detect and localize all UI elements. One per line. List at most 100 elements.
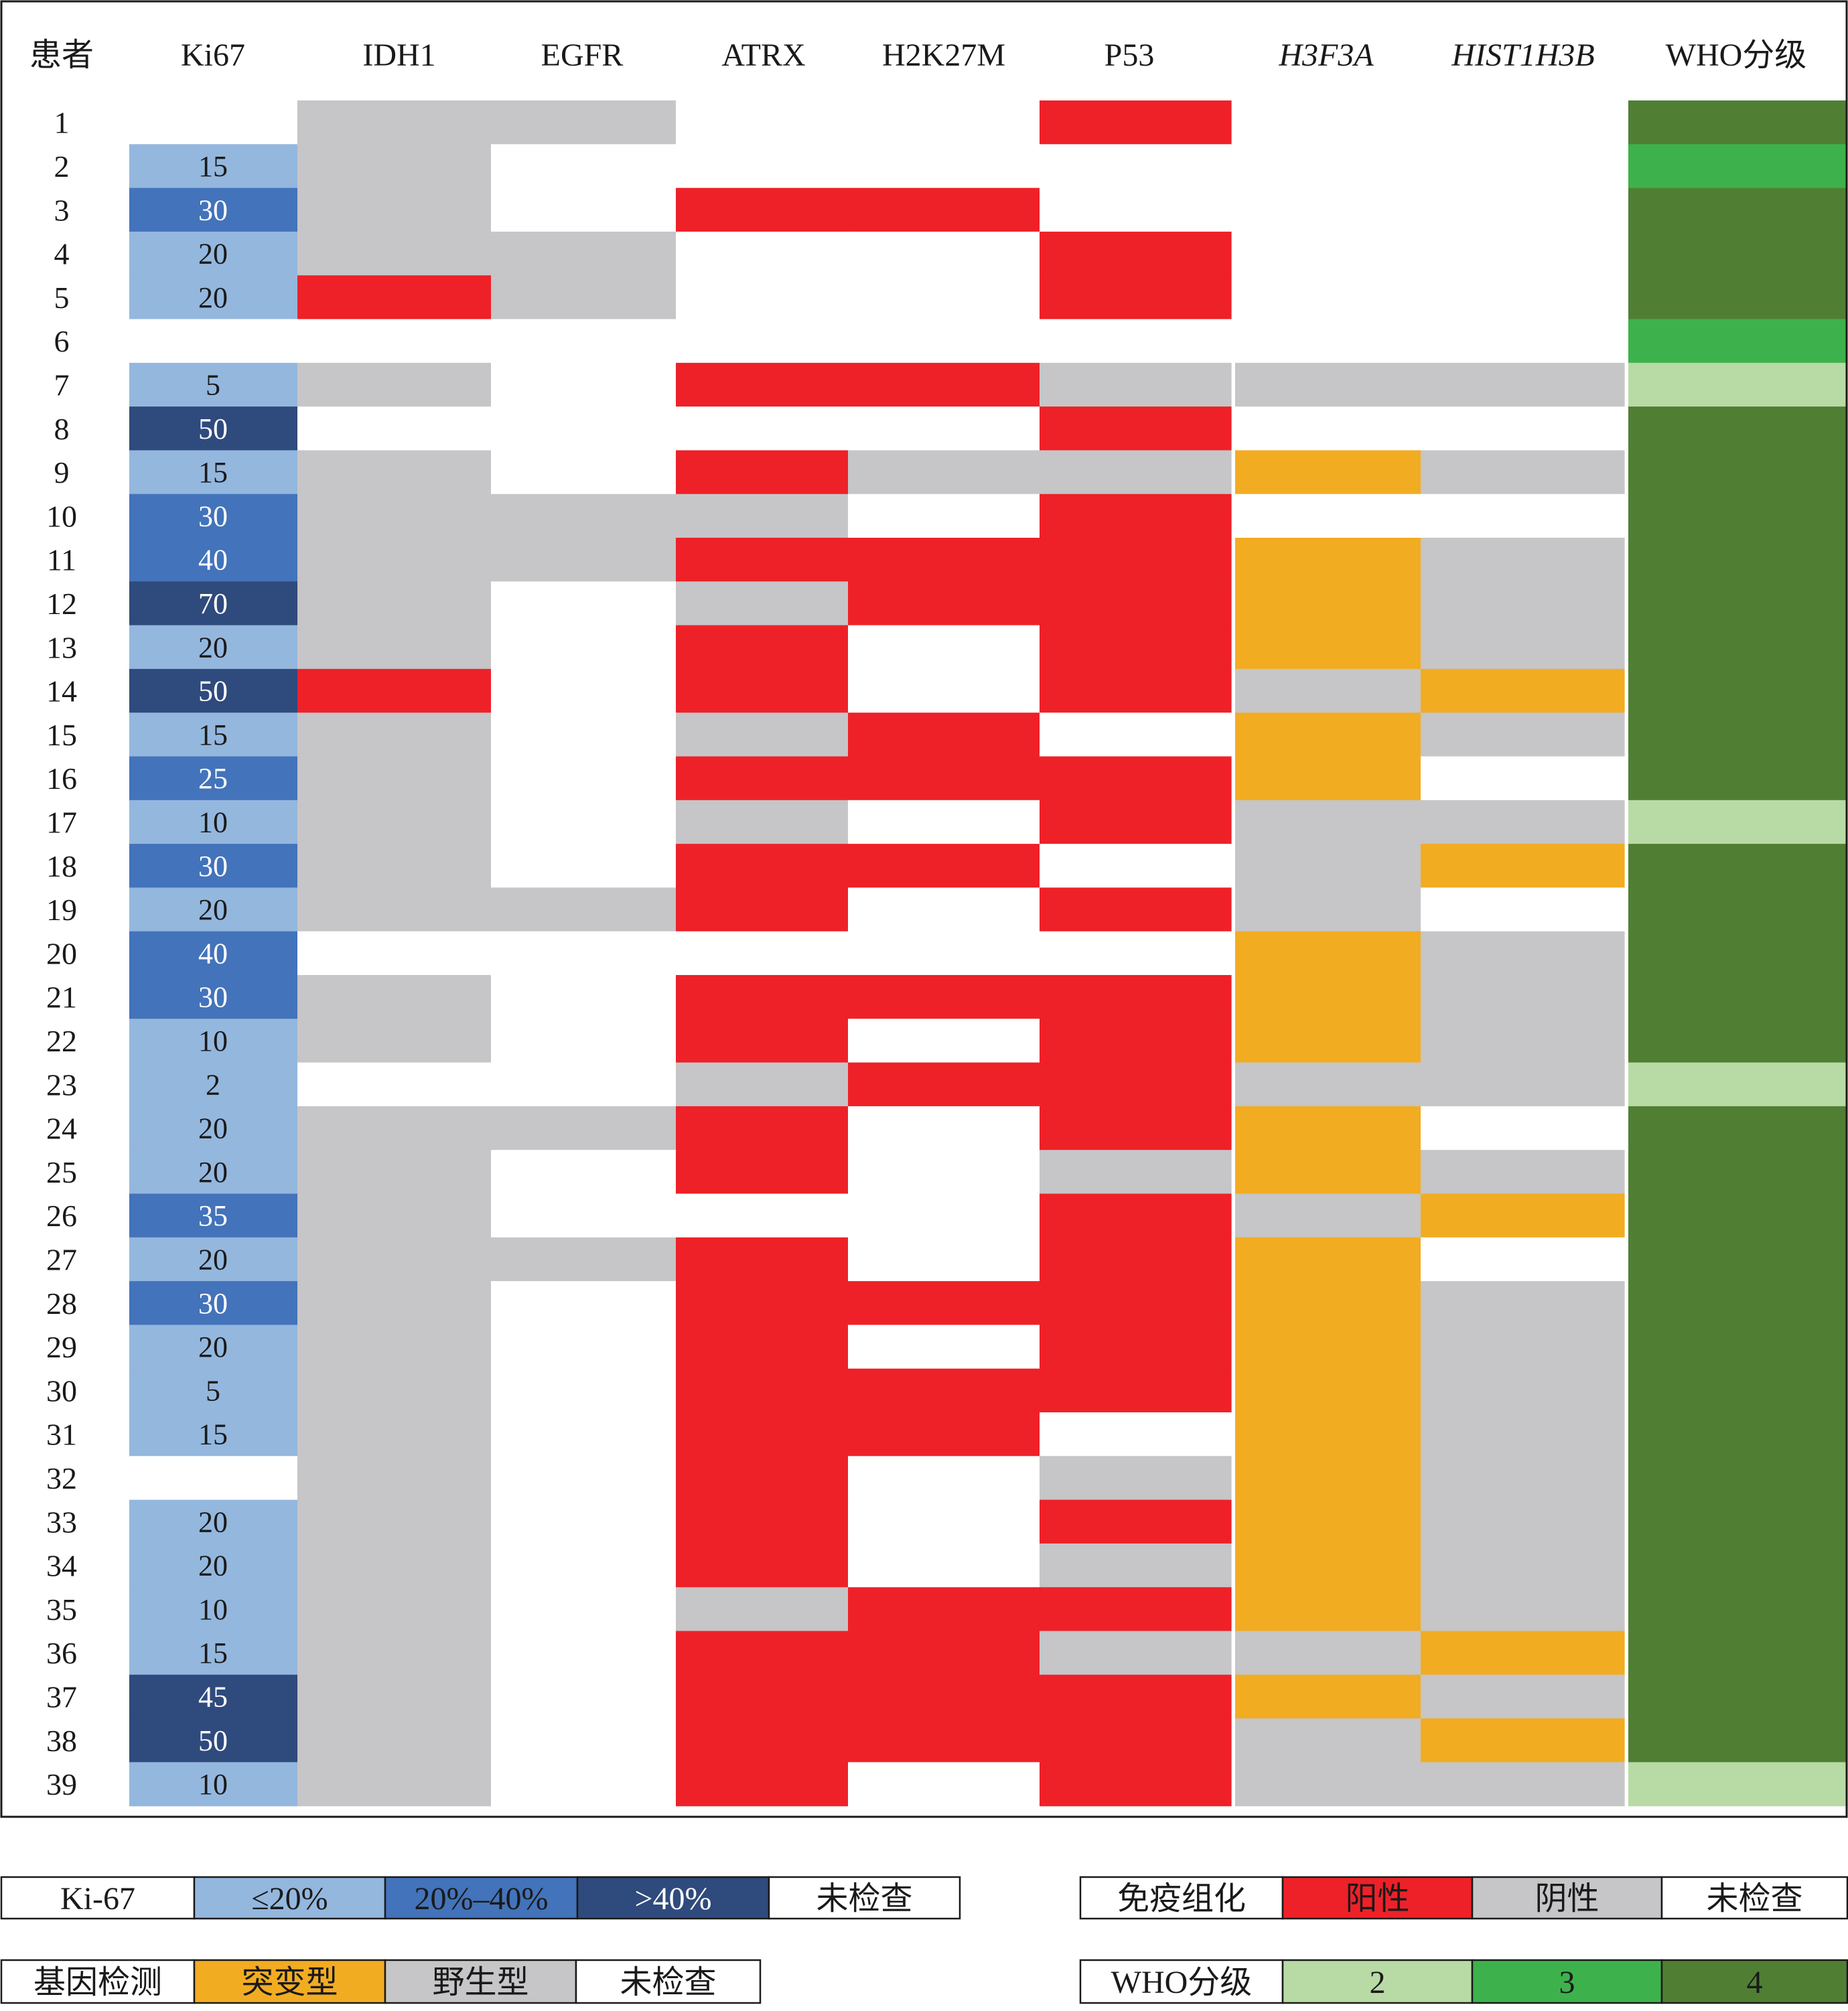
p53-cell-12: [1040, 581, 1232, 626]
header-idh1: IDH1: [362, 38, 435, 73]
h2k27m-cell-28: [848, 1281, 1040, 1325]
ki67-cell-21: [129, 975, 297, 1019]
p53-cell-17: [1040, 800, 1232, 844]
who-cell-36: [1628, 1631, 1847, 1675]
ki67-cell-32: [129, 1456, 297, 1501]
h3f3a-cell-39: [1235, 1762, 1421, 1807]
patient-label-37: 37: [46, 1680, 77, 1714]
p53-cell-19: [1040, 887, 1232, 932]
column-headers: 患者 Ki67 IDH1 EGFR ATRX H2K27M P53 H3F3A HIST1H3B…: [29, 38, 1806, 73]
idh1-cell-35: [297, 1587, 492, 1632]
h3f3a-cell-6: [1235, 319, 1421, 364]
atrx-cell-34: [676, 1543, 849, 1588]
patient-label-20: 20: [46, 936, 77, 970]
h2k27m-cell-9: [848, 450, 1040, 495]
h2k27m-cell-1: [848, 100, 1040, 145]
egfr-cell-21: [491, 975, 677, 1019]
hist1h3b-cell-26: [1421, 1193, 1625, 1238]
hist1h3b-cell-10: [1421, 494, 1625, 538]
ki67-value-18: 30: [198, 850, 228, 883]
egfr-cell-4: [491, 231, 677, 276]
who-cell-7: [1628, 362, 1847, 407]
idh1-cell-39: [297, 1762, 492, 1807]
ki67-cell-6: [129, 319, 297, 364]
h3f3a-cell-31: [1235, 1412, 1421, 1457]
h3f3a-cell-16: [1235, 756, 1421, 801]
idh1-cell-17: [297, 800, 492, 844]
idh1-cell-18: [297, 844, 492, 888]
patient-label-22: 22: [46, 1024, 77, 1058]
hist1h3b-cell-30: [1421, 1368, 1625, 1413]
ki67-value-35: 10: [198, 1593, 228, 1626]
egfr-cell-6: [491, 319, 677, 364]
p53-cell-22: [1040, 1019, 1232, 1063]
idh1-cell-4: [297, 231, 492, 276]
header-atrx: ATRX: [721, 38, 805, 73]
who-cell-33: [1628, 1499, 1847, 1544]
atrx-cell-30: [676, 1368, 849, 1413]
ki67-value-17: 10: [198, 806, 228, 838]
hist1h3b-cell-14: [1421, 668, 1625, 713]
idh1-cell-32: [297, 1456, 492, 1501]
p53-cell-10: [1040, 494, 1232, 538]
egfr-cell-30: [491, 1368, 677, 1413]
patient-label-10: 10: [46, 499, 77, 533]
patient-label-23: 23: [46, 1067, 77, 1102]
hist1h3b-cell-29: [1421, 1325, 1625, 1369]
h2k27m-cell-3: [848, 188, 1040, 232]
hist1h3b-cell-11: [1421, 538, 1625, 582]
hist1h3b-cell-34: [1421, 1543, 1625, 1588]
h2k27m-cell-35: [848, 1587, 1040, 1632]
who-cell-30: [1628, 1368, 1847, 1413]
ki67-value-33: 20: [198, 1505, 228, 1538]
legend-gene-item-2: 野生型: [432, 1965, 528, 2000]
idh1-cell-11: [297, 538, 492, 582]
egfr-cell-38: [491, 1718, 677, 1763]
idh1-cell-12: [297, 581, 492, 626]
hist1h3b-cell-9: [1421, 450, 1625, 495]
legend-ki67-item-2: 20%–40%: [415, 1881, 549, 1917]
h3f3a-cell-9: [1235, 450, 1421, 495]
plot-frame: [0, 0, 1848, 1818]
h2k27m-cell-27: [848, 1237, 1040, 1282]
hist1h3b-cell-5: [1421, 275, 1625, 320]
ki67-value-20: 40: [198, 937, 228, 970]
egfr-cell-25: [491, 1150, 677, 1195]
h2k27m-cell-38: [848, 1718, 1040, 1763]
atrx-cell-39: [676, 1762, 849, 1807]
who-cell-24: [1628, 1106, 1847, 1150]
patient-label-35: 35: [46, 1592, 77, 1627]
h3f3a-cell-5: [1235, 275, 1421, 320]
hist1h3b-cell-22: [1421, 1019, 1625, 1063]
idh1-cell-9: [297, 450, 492, 495]
h3f3a-cell-19: [1235, 887, 1421, 932]
idh1-cell-20: [297, 931, 492, 976]
egfr-cell-33: [491, 1499, 677, 1544]
hist1h3b-cell-13: [1421, 625, 1625, 670]
atrx-cell-12: [676, 581, 849, 626]
ki67-value-7: 5: [206, 368, 220, 401]
patient-label-8: 8: [54, 412, 70, 446]
p53-cell-25: [1040, 1150, 1232, 1195]
legend-ihc-swatch-0: [1079, 1876, 1284, 1920]
hist1h3b-cell-15: [1421, 713, 1625, 757]
legend-who-item-1: 2: [1370, 1965, 1386, 2000]
atrx-cell-2: [676, 144, 849, 189]
header-ki67: Ki67: [181, 38, 245, 73]
who-cell-35: [1628, 1587, 1847, 1632]
h3f3a-cell-14: [1235, 668, 1421, 713]
p53-cell-24: [1040, 1106, 1232, 1150]
patient-label-39: 39: [46, 1767, 77, 1801]
legend-ihc-item-2: 阴性: [1535, 1881, 1599, 1917]
ki67-cell-39: [129, 1762, 297, 1807]
ki67-value-21: 30: [198, 981, 228, 1014]
h2k27m-cell-30: [848, 1368, 1040, 1413]
atrx-cell-21: [676, 975, 849, 1019]
atrx-cell-11: [676, 538, 849, 582]
h3f3a-cell-32: [1235, 1456, 1421, 1501]
hist1h3b-cell-3: [1421, 188, 1625, 232]
p53-cell-14: [1040, 668, 1232, 713]
legend-gene-item-3: 未检查: [620, 1965, 716, 2000]
patient-label-7: 7: [54, 368, 70, 402]
patient-label-2: 2: [54, 149, 70, 183]
